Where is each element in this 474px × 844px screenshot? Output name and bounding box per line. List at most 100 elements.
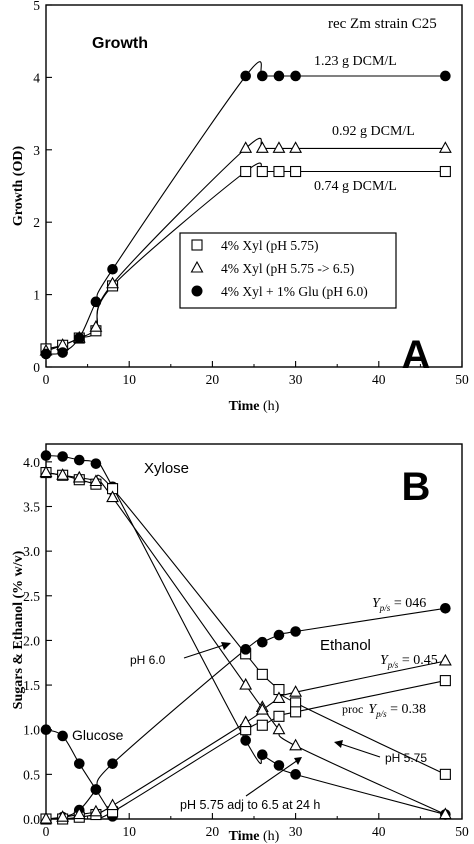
b-series-3-point-2 (73, 758, 85, 769)
yield-label-3: proc Yp/s = 0.38 (342, 702, 426, 719)
label-ph-6-0: pH 6.0 (130, 653, 166, 667)
b-y-tick-label-7: 3.5 (23, 500, 40, 515)
b-series-4-point-3 (90, 784, 102, 795)
panel-a-y-axis-label: Growth (OD) (11, 146, 26, 227)
b-series-3-point-0 (40, 724, 52, 736)
panel-a-series-lines (45, 61, 446, 355)
b-series-4-point-9 (440, 602, 451, 614)
panel-b-series-markers (39, 450, 452, 825)
legend-marker-square (191, 239, 203, 251)
a-series-2-point-7 (273, 70, 285, 82)
b-series-0-point-7 (273, 760, 285, 771)
b-series-1-point-6 (256, 668, 268, 680)
b-series-4-point-5 (240, 644, 251, 655)
b-series-2-point-1 (56, 468, 70, 480)
b-x-tick-label-1: 10 (122, 824, 136, 839)
b-series-6-point-5 (239, 715, 253, 728)
b-series-2-point-3 (89, 474, 103, 487)
annotation-0-74: 0.74 g DCM/L (314, 179, 397, 194)
b-series-0-point-1 (57, 451, 68, 462)
panel-a-title: Growth (92, 35, 148, 52)
a-series-0-point-5 (240, 165, 252, 178)
panel-b-x-axis-label-unit: (h) (260, 829, 280, 844)
yield-label-1: Yp/s = 046 (372, 596, 426, 613)
b-series-2-point-9 (438, 807, 452, 820)
a-series-2-point-3 (90, 296, 102, 308)
b-x-tick-label-5: 50 (455, 824, 469, 839)
b-series-2-point-7 (272, 722, 286, 735)
a-series-1-point-6 (255, 141, 269, 153)
a-series-line-2 (45, 61, 446, 355)
b-series-6-point-9 (438, 653, 452, 666)
a-series-2-point-9 (440, 70, 451, 82)
a-series-2-point-5 (240, 70, 251, 82)
a-series-0-point-7 (273, 165, 285, 178)
panel-b-sugars-ethanol-chart: 0 10 20 30 40 50 0.0 0.5 1.0 1.5 2.0 2.5 3.0 3.5 4.0 B… (11, 443, 469, 844)
b-series-1-point-9 (439, 768, 451, 780)
legend-entry-2: 4% Xyl (pH 5.75 -> 6.5) (221, 261, 354, 276)
label-ph-adjusted: pH 5.75 adj to 6.5 at 24 h (180, 798, 320, 812)
b-y-tick-label-5: 2.5 (23, 589, 40, 604)
a-series-2-point-2 (73, 332, 85, 344)
legend-entry-3: 4% Xyl + 1% Glu (pH 6.0) (221, 284, 368, 299)
a-series-2-point-1 (57, 347, 68, 358)
b-series-6-point-3 (89, 804, 103, 817)
a-x-tick-label-5: 50 (455, 372, 469, 387)
a-series-1-point-8 (289, 141, 303, 153)
b-series-5-point-7 (273, 710, 285, 722)
a-x-tick-label-2: 20 (206, 372, 220, 387)
a-y-tick-label-3: 3 (33, 143, 40, 158)
a-series-0-point-8 (290, 165, 302, 178)
legend-entry-1: 4% Xyl (pH 5.75) (221, 238, 319, 253)
b-series-6-point-6 (255, 702, 269, 715)
panel-a-frame (45, 4, 463, 368)
b-series-5-point-9 (439, 675, 451, 687)
b-y-tick-label-4: 2.0 (23, 633, 40, 648)
b-series-2-point-2 (72, 470, 86, 483)
b-series-2-point-5 (239, 677, 253, 690)
label-ph-5-75: pH 5.75 (385, 751, 427, 765)
b-series-3-point-1 (57, 730, 68, 742)
label-ethanol: Ethanol (320, 637, 371, 654)
b-y-tick-label-1: 0.5 (23, 767, 40, 782)
a-y-tick-label-2: 2 (33, 215, 40, 230)
panel-a-axes: 0 10 20 30 40 50 0 1 2 3 4 5 (33, 0, 469, 387)
b-series-5-point-6 (256, 719, 268, 731)
a-y-tick-label-0: 0 (33, 360, 40, 375)
b-series-2-point-0 (39, 465, 53, 478)
panel-a-legend: 4% Xyl (pH 5.75) 4% Xyl (pH 5.75 -> 6.5)… (179, 232, 397, 309)
a-series-2-point-0 (40, 348, 52, 360)
b-x-tick-label-3: 30 (289, 824, 303, 839)
a-x-tick-label-4: 40 (372, 372, 386, 387)
b-series-6-point-0 (39, 811, 53, 824)
arrowhead-ph-6-0 (221, 642, 231, 650)
a-series-1-point-7 (272, 141, 286, 153)
a-series-1-point-3 (89, 320, 103, 332)
panel-b-axes: 0 10 20 30 40 50 0.0 0.5 1.0 1.5 2.0 2.5 3.0 3.5 4.0 (23, 455, 469, 839)
b-y-tick-label-8: 4.0 (23, 455, 40, 470)
b-series-0-point-0 (40, 450, 52, 461)
arrowhead-ph-adjusted (294, 757, 302, 765)
a-x-tick-label-3: 30 (289, 372, 303, 387)
b-x-tick-label-0: 0 (43, 824, 50, 839)
b-series-4-point-6 (257, 636, 268, 648)
legend-marker-triangle (190, 260, 204, 273)
a-x-tick-label-0: 0 (43, 372, 50, 387)
b-series-0-point-8 (290, 769, 301, 780)
b-series-0-point-5 (240, 735, 251, 746)
annotation-1-23: 1.23 g DCM/L (314, 54, 397, 69)
panel-b-x-axis-label-main: Time (229, 829, 260, 844)
a-series-0-point-6 (256, 165, 268, 178)
a-series-2-point-4 (107, 263, 118, 275)
panel-a-x-axis-label: Time (h) (229, 399, 280, 414)
a-series-2-point-8 (290, 70, 301, 82)
b-series-6-point-8 (289, 685, 303, 697)
b-series-4-point-8 (290, 626, 301, 637)
label-glucose: Glucose (72, 727, 124, 743)
a-series-1-point-9 (438, 141, 452, 153)
b-y-tick-label-0: 0.0 (23, 812, 40, 827)
b-series-0-point-6 (257, 749, 268, 761)
arrow-ph-5-75 (337, 742, 381, 758)
arrow-ph-6-0 (183, 643, 228, 659)
